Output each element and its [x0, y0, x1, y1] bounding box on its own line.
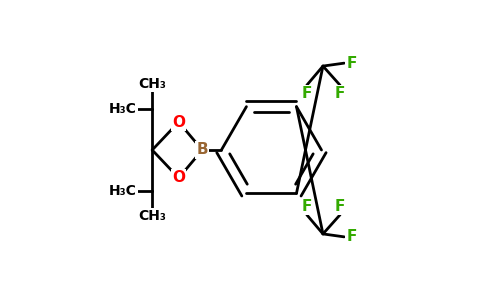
Text: F: F [302, 86, 312, 101]
Text: F: F [347, 56, 357, 70]
Text: F: F [335, 199, 345, 214]
Text: B: B [197, 142, 208, 158]
Text: F: F [302, 199, 312, 214]
Text: O: O [172, 170, 185, 185]
Text: CH₃: CH₃ [138, 77, 166, 91]
Text: H₃C: H₃C [109, 102, 136, 116]
Text: H₃C: H₃C [109, 184, 136, 198]
Text: F: F [347, 230, 357, 244]
Text: F: F [335, 86, 345, 101]
Text: CH₃: CH₃ [138, 209, 166, 223]
Text: O: O [172, 115, 185, 130]
